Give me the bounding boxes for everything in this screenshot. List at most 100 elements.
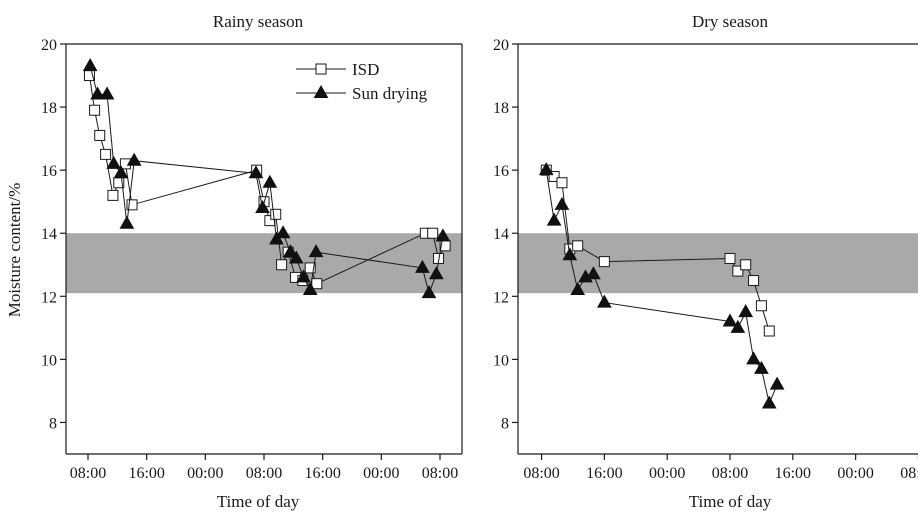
sun-drying-point [275,225,291,239]
isd-point [311,278,323,290]
isd-point [763,325,775,337]
sun-drying-point [302,281,318,295]
sun-drying-point [106,155,122,169]
y-tick-label: 10 [493,352,509,369]
isd-point [548,170,560,182]
panel-dry-ticks: 8 10 12 14 16 18 20 08:00 16:00 00:00 08:00 16:00 00… [493,37,918,482]
sun-drying-point [554,196,570,210]
y-tick-label: 20 [41,37,57,54]
x-tick-label: 00:00 [363,465,399,482]
panel-rainy-series [82,58,451,299]
isd-point [572,240,584,252]
isd-point [755,300,767,312]
panel-rainy-title: Rainy season [213,12,304,31]
sun-drying-point [746,351,761,365]
sun-drying-point [262,174,278,188]
panel-dry-x-label: Time of day [689,492,772,511]
sun-drying-point [546,212,562,226]
y-tick-label: 16 [41,163,57,180]
panel-dry-title: Dry season [692,12,769,31]
sun-drying-point [113,165,129,179]
sun-drying-point [415,259,430,273]
isd-point [304,262,316,274]
isd-point [724,252,736,264]
panel-rainy-ticks: 8 10 12 14 16 18 20 08:00 16:00 00:00 08:00 16:00 00… [41,37,458,482]
sun-drying-point [570,281,586,295]
y-tick-label: 14 [493,226,509,243]
sun-drying-point [428,266,444,280]
x-tick-label: 08:00 [70,465,106,482]
isd-point [427,227,439,239]
panel-rainy: Rainy season Time of day 8 10 12 14 16 18 20 08… [41,12,463,511]
sun-drying-point [722,313,738,327]
sun-drying-point [296,269,311,283]
y-tick-label: 12 [493,289,509,306]
panel-dry-band [518,233,918,294]
sun-drying-point [597,294,612,308]
isd-point [276,259,288,271]
x-tick-label: 16:00 [304,465,340,482]
y-tick-label: 18 [493,100,509,117]
panel-rainy-x-label: Time of day [217,492,300,511]
y-tick-label: 8 [49,415,57,432]
isd-point [100,148,112,160]
sun-drying-point [586,266,601,280]
isd-point [107,189,119,201]
sun-drying-point [82,58,98,72]
y-tick-label: 18 [41,100,57,117]
x-tick-label: 00:00 [187,465,223,482]
sun-drying-point [126,152,142,166]
y-tick-label: 16 [493,163,509,180]
x-tick-label: 16:00 [775,465,811,482]
sun-drying-point [288,250,304,264]
isd-point [732,265,744,277]
isd-point [740,259,752,271]
y-axis-label: Moisture content/% [5,183,24,318]
isd-point [264,215,276,227]
isd-point [598,256,610,268]
panel-dry: Dry season Time of day 8 10 12 14 16 18 20 08:0… [493,12,918,511]
y-tick-label: 20 [493,37,509,54]
sun-drying-point [435,228,451,242]
sun-drying-point [754,360,769,374]
x-tick-label: 08:00 [712,465,748,482]
sun-drying-point [255,199,270,213]
y-tick-label: 8 [501,415,509,432]
sun-drying-point [538,162,554,176]
y-tick-label: 10 [41,352,57,369]
isd-point [748,275,760,287]
sun-drying-point [730,319,746,333]
legend-isd-marker [315,63,327,75]
x-tick-label: 16:00 [586,465,622,482]
y-tick-label: 14 [41,226,57,243]
panel-rainy-band [66,233,462,294]
sun-drying-point [308,244,324,258]
isd-point [94,129,106,141]
sun-drying-point [769,376,785,390]
sun-drying-point [99,86,115,100]
sun-drying-point [761,395,777,409]
sun-drying-point [738,304,754,318]
legend-sun-marker [313,84,329,98]
isd-point [126,199,138,211]
isd-point [89,104,101,116]
sun-drying-point [90,86,105,100]
isd-point [270,208,282,220]
legend-isd-label: ISD [352,60,379,79]
sun-drying-point [562,247,578,261]
isd-point [556,177,568,189]
x-tick-label: 08:00 [246,465,282,482]
x-tick-label: 00:00 [649,465,685,482]
y-tick-label: 12 [41,289,57,306]
sun-drying-point [421,285,437,299]
x-tick-label: 08:00 [422,465,458,482]
x-tick-label: 08:00 [900,465,918,482]
legend-sun-label: Sun drying [352,84,428,103]
sun-drying-point [248,165,264,179]
sun-drying-point [119,215,135,229]
x-tick-label: 08:00 [523,465,559,482]
legend: ISD Sun drying [296,60,428,103]
x-tick-label: 00:00 [837,465,873,482]
sun-drying-point [283,244,298,258]
